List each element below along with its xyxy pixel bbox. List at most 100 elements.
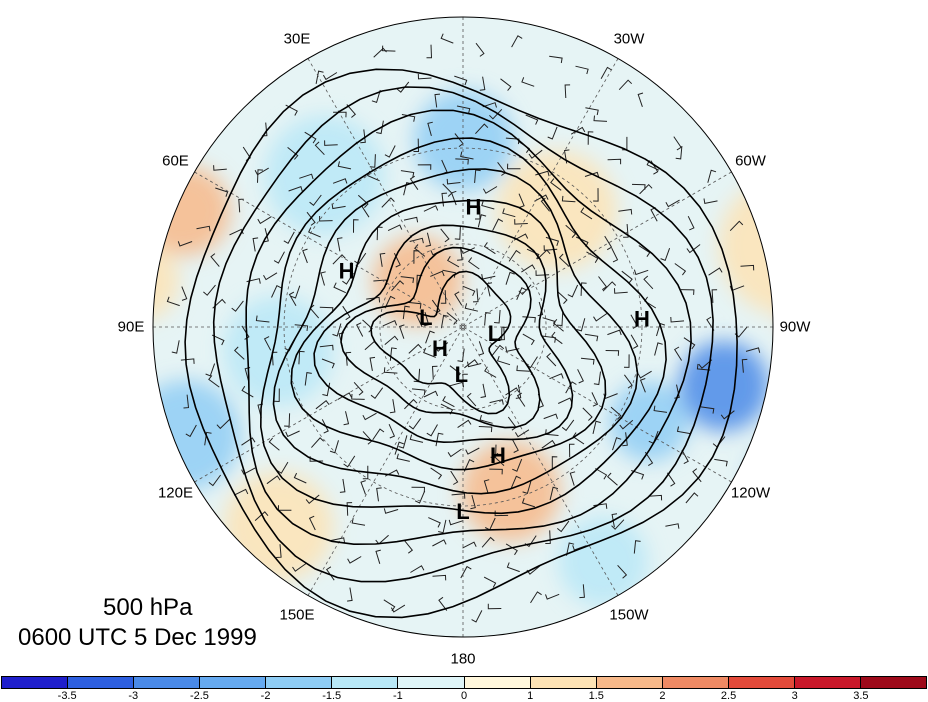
wind-barb [472, 288, 479, 303]
anomaly-shade [153, 165, 231, 256]
wind-barb [432, 539, 447, 547]
colorbar-segment [861, 677, 927, 688]
colorbar-tick-label: -3 [128, 690, 139, 702]
wind-barb [337, 161, 352, 170]
wind-barb [294, 324, 309, 331]
wind-barb [273, 251, 285, 264]
wind-barb [565, 224, 577, 238]
wind-barb [371, 89, 381, 104]
height-contour [340, 246, 541, 429]
longitude-label: 150W [609, 606, 649, 624]
longitude-label: 180 [450, 650, 476, 668]
wind-barb [434, 93, 441, 108]
wind-barb [298, 350, 305, 365]
wind-barb [676, 426, 691, 435]
wind-barb [623, 224, 629, 238]
wind-barb [346, 502, 353, 516]
high-center: H [339, 259, 355, 284]
wind-barb [302, 248, 308, 264]
wind-barb [370, 387, 384, 400]
wind-barb [483, 576, 497, 588]
wind-barb [322, 72, 338, 81]
colorbar-tick-label: 1.5 [588, 690, 604, 702]
wind-barb [465, 447, 480, 455]
wind-barb [575, 65, 589, 75]
wind-barb [516, 365, 530, 372]
wind-barb [351, 393, 365, 400]
wind-barb [607, 158, 622, 165]
height-contour [272, 168, 639, 495]
low-center: L [455, 362, 468, 387]
wind-barb [423, 347, 436, 358]
wind-barb [311, 437, 325, 448]
wind-barb [569, 471, 576, 486]
wind-barb [612, 437, 622, 451]
wind-barb [427, 121, 433, 137]
wind-barb [454, 291, 463, 306]
wind-barb [496, 355, 511, 366]
wind-barb [514, 219, 528, 225]
wind-barb [685, 492, 699, 504]
wind-barb [633, 540, 641, 554]
wind-barb [177, 241, 193, 247]
wind-barb [644, 451, 654, 467]
wind-barb [211, 334, 225, 346]
wind-barb [425, 330, 435, 344]
wind-barb [460, 151, 474, 160]
colorbar-tick-label: 2.5 [720, 690, 737, 702]
high-center: H [432, 336, 448, 361]
meridian [307, 326, 464, 596]
wind-barb [381, 45, 396, 52]
wind-barb [379, 252, 386, 267]
wind-barb [304, 372, 312, 386]
wind-barb [438, 596, 448, 611]
wind-barb [382, 320, 398, 327]
wind-barb [266, 475, 281, 485]
wind-barb [489, 468, 503, 475]
wind-barb [308, 227, 321, 238]
height-contour [313, 224, 574, 444]
colorbar-segment [68, 677, 135, 688]
wind-barb [241, 467, 256, 475]
wind-barb [457, 246, 463, 261]
wind-barb [714, 458, 728, 467]
wind-barb [481, 200, 495, 210]
wind-barb [698, 359, 713, 369]
wind-barb [409, 434, 424, 443]
wind-barb [409, 237, 424, 244]
longitude-label: 150E [279, 606, 315, 624]
wind-barb [566, 542, 575, 556]
wind-barb [561, 195, 576, 203]
wind-barb [500, 78, 512, 91]
wind-barb [568, 443, 575, 458]
wind-barb [319, 344, 334, 351]
wind-barb [606, 472, 618, 486]
wind-barb [342, 272, 354, 285]
longitude-label: 90E [117, 318, 145, 336]
wind-barb [309, 194, 322, 207]
wind-barb [381, 197, 395, 208]
wind-barb [304, 131, 317, 144]
wind-barb [551, 456, 558, 470]
high-center: H [634, 307, 650, 332]
wind-barb [525, 114, 539, 125]
colorbar-tick-label: -3.5 [57, 690, 77, 702]
wind-barb [543, 245, 558, 251]
height-contour [245, 109, 692, 546]
wind-barb [549, 486, 559, 501]
wind-barb [471, 610, 483, 623]
colorbar-tick-label: -1 [392, 690, 403, 702]
colorbar-segment [794, 677, 862, 688]
wind-barb [565, 381, 577, 394]
wind-barb [516, 287, 527, 300]
wind-barb [448, 519, 464, 526]
wind-barb [494, 510, 509, 517]
wind-barb [502, 208, 516, 218]
wind-barb [290, 285, 301, 299]
wind-barb [339, 478, 346, 493]
wind-barb [631, 183, 646, 190]
wind-barb [483, 242, 496, 255]
wind-barb [347, 587, 353, 602]
wind-barb [674, 263, 687, 276]
wind-barb [330, 537, 346, 543]
